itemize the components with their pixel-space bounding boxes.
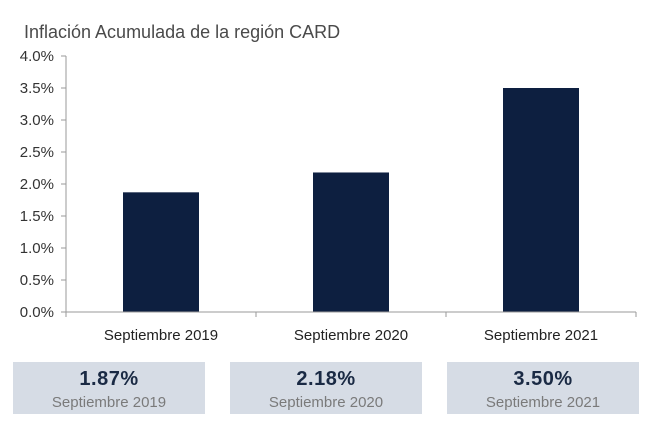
card-value: 2.18% bbox=[296, 368, 356, 390]
x-category-label: Septiembre 2019 bbox=[104, 327, 218, 344]
summary-card-2021: 3.50% Septiembre 2021 bbox=[447, 362, 639, 414]
x-category-label: Septiembre 2021 bbox=[484, 327, 598, 344]
card-label: Septiembre 2020 bbox=[268, 394, 384, 411]
bar-1 bbox=[123, 192, 199, 312]
card-label: Septiembre 2019 bbox=[51, 394, 167, 411]
y-tick-label: 2.5% bbox=[20, 144, 54, 161]
chart-title: Inflación Acumulada de la región CARD bbox=[24, 22, 340, 42]
summary-card-2020: 2.18% Septiembre 2020 bbox=[230, 362, 422, 414]
bar-3 bbox=[503, 88, 579, 312]
y-tick-label: 1.5% bbox=[20, 208, 54, 225]
x-axis: Septiembre 2019 Septiembre 2020 Septiembre… bbox=[65, 311, 637, 344]
bar-2 bbox=[313, 172, 389, 312]
y-tick-label: 0.0% bbox=[20, 304, 54, 321]
card-label: Septiembre 2021 bbox=[485, 394, 601, 411]
y-tick-label: 1.0% bbox=[20, 240, 54, 257]
x-category-label: Septiembre 2020 bbox=[294, 327, 408, 344]
y-tick-label: 4.0% bbox=[20, 48, 54, 65]
summary-card-2019: 1.87% Septiembre 2019 bbox=[13, 362, 205, 414]
y-tick-label: 2.0% bbox=[20, 176, 54, 193]
card-value: 3.50% bbox=[513, 368, 573, 390]
card-value: 1.87% bbox=[79, 368, 139, 390]
y-tick-label: 3.0% bbox=[20, 112, 54, 129]
bars bbox=[123, 88, 579, 312]
y-tick-label: 3.5% bbox=[20, 80, 54, 97]
y-axis: 0.0% 0.5% 1.0% 1.5% 2.0% 2.5% 3.0% 3.5% 4.0% bbox=[20, 48, 67, 321]
y-tick-label: 0.5% bbox=[20, 272, 54, 289]
